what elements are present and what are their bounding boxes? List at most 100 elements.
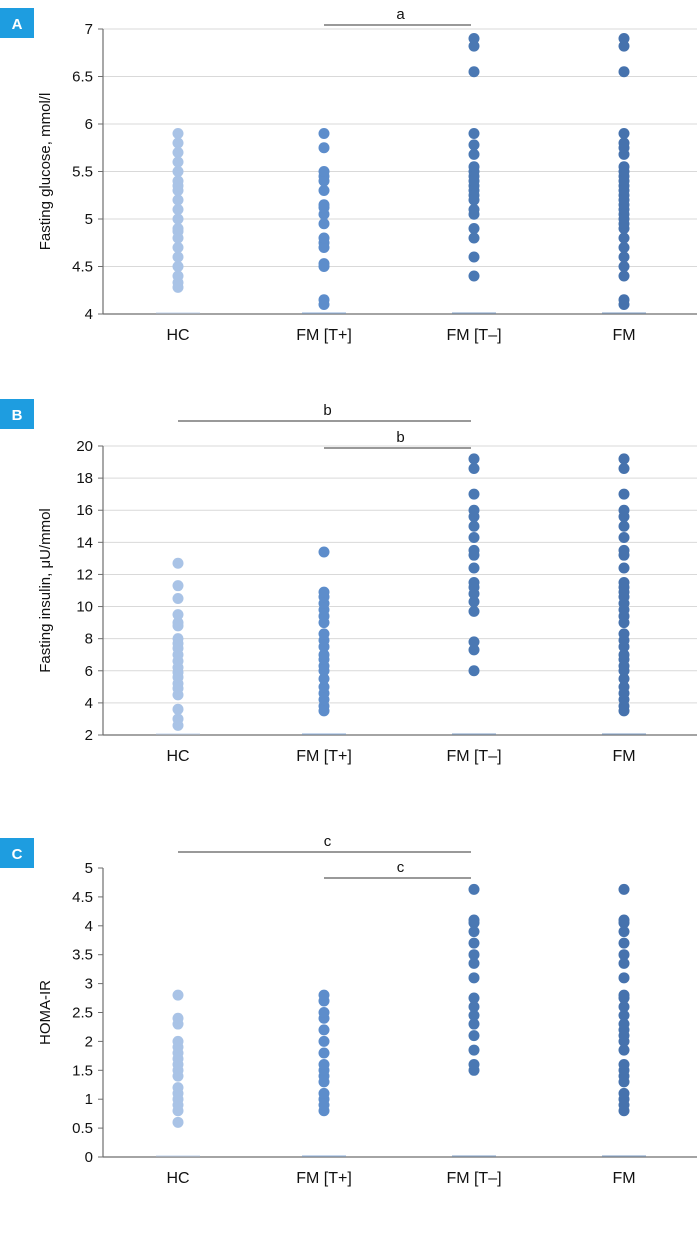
data-point — [468, 40, 480, 52]
data-point — [468, 139, 480, 151]
y-tick-label: 4.5 — [72, 259, 93, 276]
data-point — [172, 223, 184, 234]
data-point — [468, 596, 480, 608]
y-tick-label: 2 — [85, 727, 93, 744]
y-tick-label: 4.5 — [72, 889, 93, 906]
data-point — [468, 926, 480, 938]
data-point — [172, 1035, 184, 1047]
y-axis-label: Fasting insulin, μU/mmol — [37, 508, 54, 673]
y-tick-label: 5 — [85, 211, 93, 228]
data-point — [618, 40, 630, 52]
y-axis-label: HOMA-IR — [37, 980, 54, 1045]
x-category-label: FM [T+] — [296, 748, 352, 765]
data-point — [172, 557, 184, 569]
data-point — [318, 258, 330, 270]
data-point — [318, 673, 330, 685]
series-0 — [172, 557, 184, 731]
data-point — [618, 161, 630, 173]
data-point — [172, 137, 184, 149]
data-point — [468, 520, 480, 532]
data-point — [618, 33, 630, 44]
data-point — [618, 251, 630, 263]
x-category-label: FM [T–] — [446, 1170, 501, 1187]
data-point — [172, 580, 184, 592]
y-tick-label: 4 — [85, 918, 93, 935]
data-point — [318, 218, 330, 230]
data-point — [468, 562, 480, 574]
data-point — [172, 1116, 184, 1128]
data-point — [318, 586, 330, 598]
y-tick-label: 4 — [85, 306, 93, 323]
data-point — [468, 1044, 480, 1056]
panel-c: C 0 0.5 1 1.5 2 2.5 3 3.5 4 4.5 5 HOMA-IR HC FM [T+] FM… — [0, 833, 697, 1187]
data-point — [618, 66, 630, 78]
data-point — [172, 204, 184, 215]
data-point — [172, 128, 184, 139]
data-point — [318, 294, 330, 306]
data-point — [172, 251, 184, 263]
data-point — [468, 532, 480, 544]
panel-badge: B — [0, 399, 34, 429]
data-point — [618, 544, 630, 556]
data-point — [468, 204, 480, 215]
y-tick-label: 1.5 — [72, 1062, 93, 1079]
data-point — [318, 649, 330, 661]
data-point — [172, 713, 184, 725]
data-point — [468, 665, 480, 677]
significance-label: c — [397, 859, 405, 876]
x-category-label: FM [T+] — [296, 327, 352, 344]
y-tick-label: 12 — [76, 566, 93, 583]
data-point — [618, 261, 630, 272]
data-point — [618, 128, 630, 139]
data-point — [468, 148, 480, 160]
data-point — [468, 957, 480, 969]
data-point — [618, 673, 630, 685]
data-point — [468, 251, 480, 263]
data-point — [618, 914, 630, 926]
data-point — [318, 1059, 330, 1071]
y-tick-label: 20 — [76, 438, 93, 455]
data-point — [318, 185, 330, 196]
y-tick-label: 4 — [85, 695, 93, 712]
panel-badge-box — [0, 8, 34, 38]
y-tick-label: 0 — [85, 1149, 93, 1166]
y-tick-label: 16 — [76, 502, 93, 519]
data-point — [172, 261, 184, 272]
data-point — [172, 270, 184, 282]
data-point — [618, 1009, 630, 1021]
x-category-label: FM — [612, 1170, 635, 1187]
series-1 — [318, 989, 330, 1117]
panel-badge-box — [0, 838, 34, 868]
data-point — [172, 703, 184, 715]
data-point — [318, 166, 330, 177]
data-point — [618, 520, 630, 532]
data-point — [172, 147, 184, 158]
series-2 — [468, 33, 480, 282]
data-point — [618, 232, 630, 244]
data-point — [618, 681, 630, 693]
data-point — [618, 1044, 630, 1056]
data-point — [618, 972, 630, 984]
data-point — [618, 462, 630, 474]
series-1 — [318, 546, 330, 717]
data-point — [172, 617, 184, 629]
series-3 — [618, 33, 630, 310]
data-point — [172, 633, 184, 645]
data-point — [172, 989, 184, 1001]
x-category-label: HC — [166, 748, 189, 765]
data-point — [618, 937, 630, 949]
data-point — [618, 926, 630, 938]
data-point — [468, 1059, 480, 1071]
x-category-label: HC — [166, 327, 189, 344]
x-category-label: FM [T–] — [446, 327, 501, 344]
data-point — [318, 199, 330, 211]
data-point — [618, 137, 630, 149]
x-category-label: HC — [166, 1170, 189, 1187]
panel-badge-box — [0, 399, 34, 429]
data-point — [172, 609, 184, 621]
data-point — [618, 957, 630, 969]
data-point — [468, 453, 480, 465]
significance-label: b — [396, 429, 404, 446]
data-point — [618, 270, 630, 282]
